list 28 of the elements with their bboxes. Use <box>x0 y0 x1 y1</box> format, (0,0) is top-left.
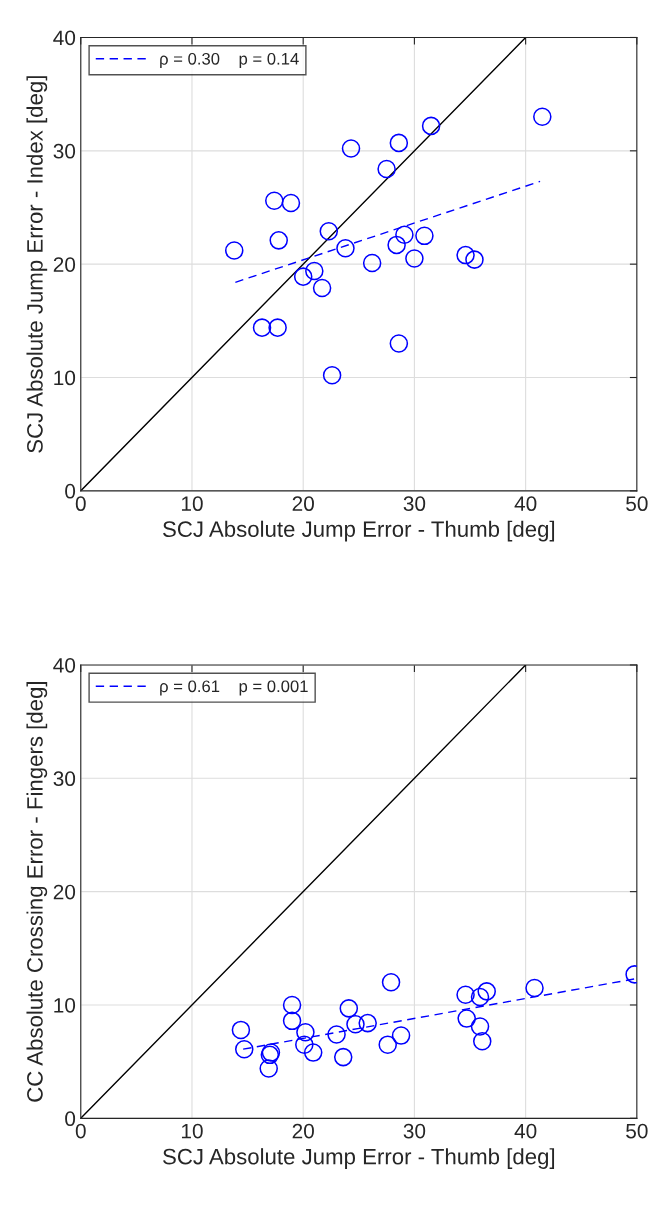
x-tick-label: 0 <box>75 496 86 512</box>
y-tick-label: 10 <box>54 370 76 386</box>
x-tick-label: 50 <box>626 1123 648 1139</box>
x-axis-title: SCJ Absolute Jump Error - Thumb [deg] <box>163 1148 555 1169</box>
x-tick-label: 30 <box>403 496 426 512</box>
y-axis-title: CC Absolute Crossing Error - Fingers [deg] <box>26 682 48 1102</box>
y-tick-label: 20 <box>53 257 76 272</box>
y-tick-label: 30 <box>53 143 76 159</box>
y-tick-label: 10 <box>54 997 76 1013</box>
x-tick-label: 10 <box>181 1123 203 1139</box>
x-tick-label: 0 <box>75 1123 86 1139</box>
x-tick-label: 50 <box>626 496 648 512</box>
x-tick-label: 40 <box>514 496 537 512</box>
x-tick-label: 30 <box>403 1123 426 1139</box>
y-tick-label: 0 <box>65 1111 76 1127</box>
legend-label: ρ = 0.30 p = 0.14 <box>160 52 299 69</box>
x-tick-label: 20 <box>292 496 314 512</box>
y-tick-label: 0 <box>65 483 76 499</box>
y-axis-title: SCJ Absolute Jump Error - Index [deg] <box>26 76 48 453</box>
x-tick-label: 40 <box>514 1123 537 1139</box>
x-tick-label: 20 <box>292 1123 314 1139</box>
y-tick-label: 20 <box>53 884 76 900</box>
y-tick-label: 40 <box>53 657 76 673</box>
legend-label: ρ = 0.61 p = 0.001 <box>160 680 308 696</box>
x-tick-label: 10 <box>181 496 203 512</box>
y-tick-label: 40 <box>53 30 76 46</box>
x-axis-title: SCJ Absolute Jump Error - Thumb [deg] <box>163 520 555 542</box>
y-tick-label: 30 <box>53 771 76 787</box>
